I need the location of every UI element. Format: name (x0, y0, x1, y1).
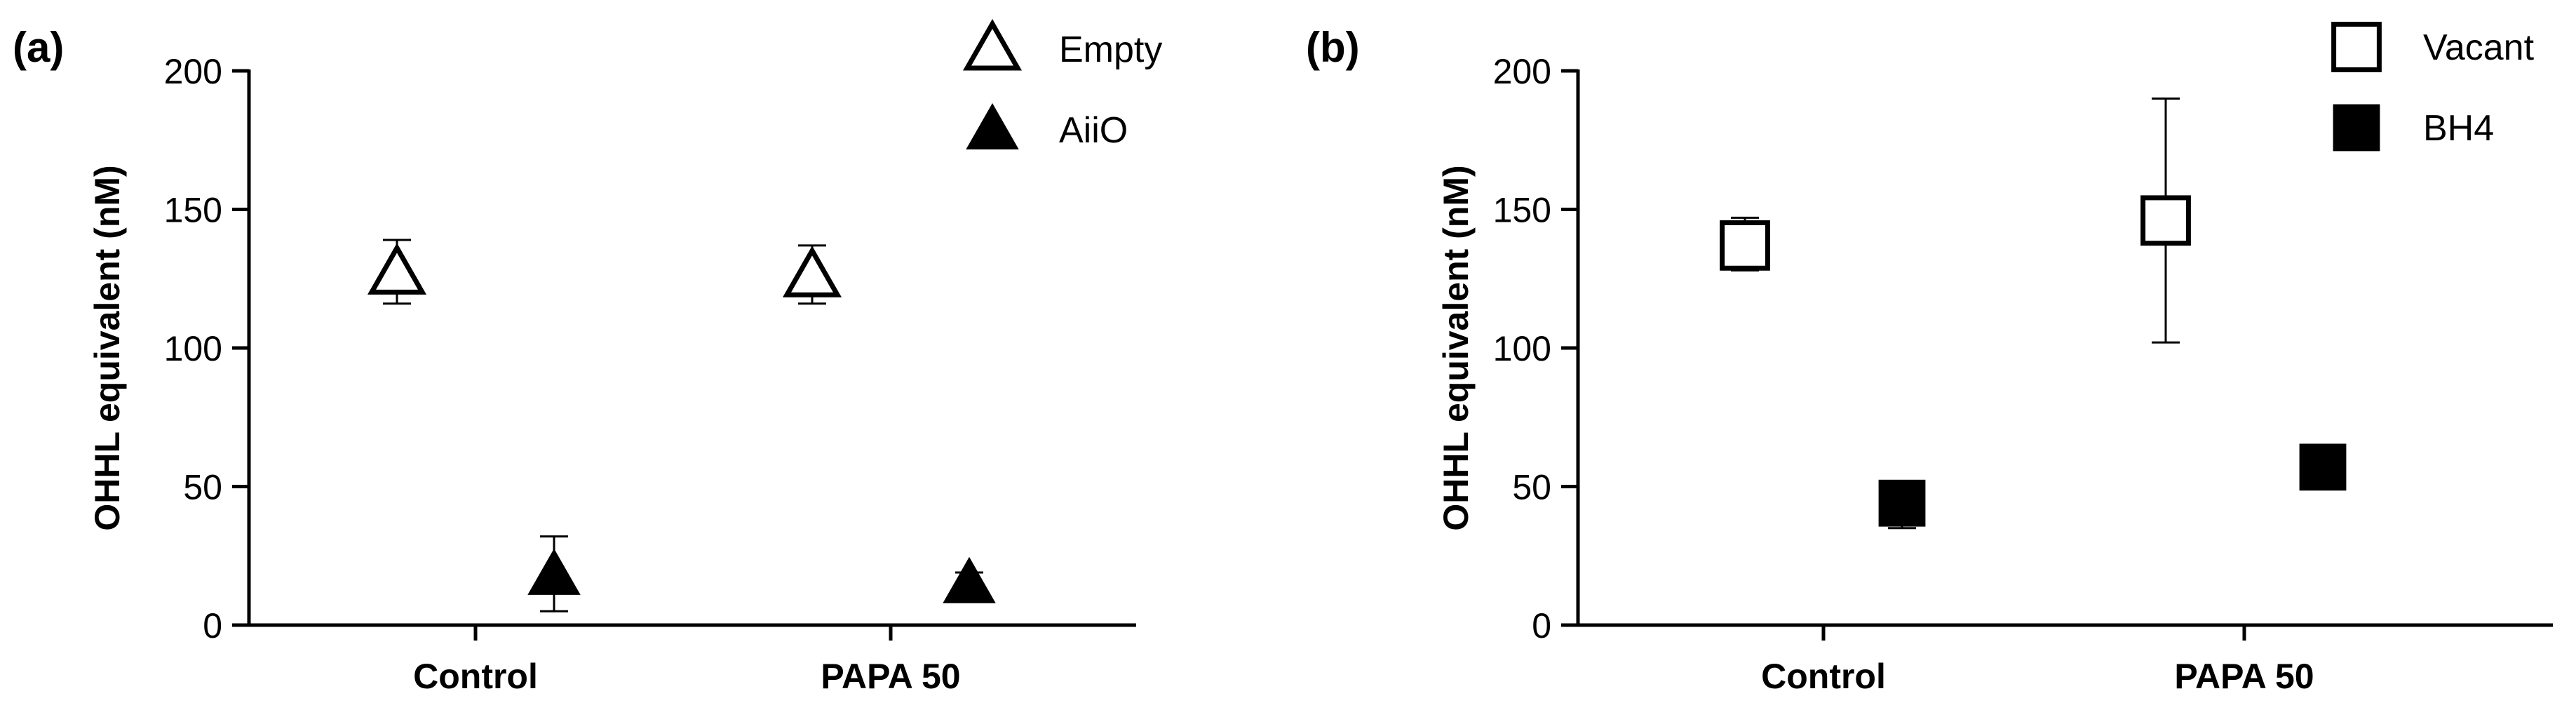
data-point-bh4 (2299, 443, 2347, 491)
y-tick-label: 100 (1493, 329, 1551, 368)
legend-label: BH4 (2423, 108, 2494, 149)
legend-marker-aiio (966, 102, 1019, 149)
x-tick-label: Control (1761, 657, 1886, 696)
chart-panel-b: (b) 0 50 100 150 200 Control PAPA 50 OHHL equiva… (1306, 22, 2553, 696)
y-tick-label: 200 (1493, 52, 1551, 91)
legend-marker-vacant (2331, 22, 2382, 72)
y-axis-title: OHHL equivalent (nM) (1436, 165, 1476, 530)
y-tick-label: 0 (1532, 606, 1551, 645)
data-point-bh4 (1878, 479, 1926, 527)
y-tick-label: 150 (164, 191, 222, 230)
y-tick-label: 200 (164, 52, 222, 91)
legend-label: Vacant (2423, 27, 2535, 68)
data-point-vacant (1720, 220, 1770, 271)
legend-label: Empty (1059, 29, 1162, 70)
x-tick-label: PAPA 50 (821, 657, 960, 696)
x-tick-label: PAPA 50 (2174, 657, 2314, 696)
panel-label: (b) (1306, 24, 1360, 71)
y-tick-label: 150 (1493, 191, 1551, 230)
legend-marker-bh4 (2333, 104, 2380, 152)
legend-label: AiiO (1059, 110, 1128, 151)
y-tick-label: 0 (203, 606, 222, 645)
data-point-vacant (2140, 195, 2191, 246)
data-point-aiio (943, 556, 996, 603)
data-point-empty (367, 243, 427, 295)
panel-label: (a) (13, 24, 64, 71)
data-point-aiio (527, 548, 581, 595)
x-tick-label: Control (413, 657, 538, 696)
data-point-empty (782, 246, 842, 297)
y-tick-label: 100 (164, 329, 222, 368)
y-axis-title: OHHL equivalent (nM) (88, 165, 127, 530)
y-tick-label: 50 (183, 468, 222, 507)
y-tick-label: 50 (1512, 468, 1551, 507)
chart-panel-a: (a) 0 50 100 150 200 Control PAPA 50 OHHL equiva… (13, 18, 1162, 696)
legend-marker-empty (962, 18, 1023, 71)
